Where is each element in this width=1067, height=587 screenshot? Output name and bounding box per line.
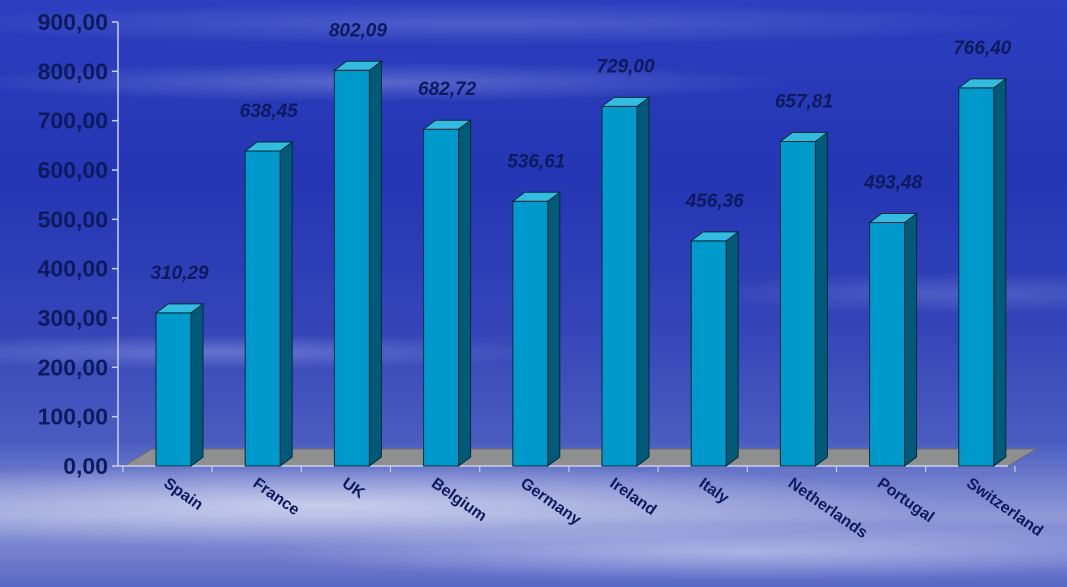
bar-side bbox=[547, 191, 561, 467]
bar-side bbox=[190, 302, 204, 467]
bar-front bbox=[601, 105, 638, 467]
bar-front bbox=[244, 150, 281, 467]
y-tick-label: 900,00 bbox=[38, 9, 108, 35]
bar-france bbox=[243, 141, 294, 467]
bar-top bbox=[778, 131, 829, 142]
bar-front bbox=[869, 222, 906, 467]
bar-top bbox=[600, 96, 651, 107]
bar-side bbox=[458, 119, 472, 467]
x-tick-label: UK bbox=[339, 475, 368, 502]
bar-front bbox=[512, 200, 549, 467]
bar-front bbox=[155, 312, 192, 467]
bar-side bbox=[993, 77, 1007, 467]
bar-switzerland bbox=[957, 77, 1008, 467]
y-tick-label: 400,00 bbox=[38, 256, 108, 282]
bar-top bbox=[689, 231, 740, 242]
data-label: 729,00 bbox=[596, 56, 655, 77]
data-labels: 310,29 638,45 802,09 682,72 536,61 729,00 456,… bbox=[150, 20, 1011, 284]
bar-side bbox=[636, 96, 650, 467]
y-tick-label: 500,00 bbox=[38, 206, 108, 232]
y-tick-label: 0,00 bbox=[63, 453, 108, 479]
bar-side bbox=[814, 131, 828, 467]
data-label: 456,36 bbox=[685, 191, 745, 212]
bar-portugal bbox=[868, 212, 919, 467]
bar-side bbox=[725, 230, 739, 467]
bar-belgium bbox=[422, 119, 473, 467]
bar-top bbox=[868, 213, 919, 224]
bar-netherlands bbox=[778, 131, 829, 467]
x-tick-label: Germany bbox=[517, 475, 584, 529]
bar-italy bbox=[689, 230, 740, 467]
y-tick-label: 200,00 bbox=[38, 354, 108, 380]
bar-top bbox=[243, 141, 294, 152]
y-tick-label: 100,00 bbox=[38, 404, 108, 430]
bars bbox=[154, 60, 1008, 467]
bar-uk bbox=[332, 60, 383, 467]
bar-ireland bbox=[600, 96, 651, 467]
x-tick-label: Belgium bbox=[428, 475, 489, 525]
bar-top bbox=[422, 119, 473, 130]
x-tick-label: Spain bbox=[160, 475, 205, 514]
bar-side bbox=[904, 212, 918, 467]
y-tick-label: 800,00 bbox=[38, 58, 108, 84]
x-axis-labels: Spain France UK Belgium Germany Ireland Italy N… bbox=[160, 475, 1045, 542]
data-label: 536,61 bbox=[507, 151, 565, 172]
x-tick-label: Netherlands bbox=[785, 475, 871, 542]
bar-front bbox=[423, 128, 460, 467]
data-label: 682,72 bbox=[418, 79, 477, 100]
x-tick-label: France bbox=[250, 475, 303, 519]
bar-front bbox=[958, 87, 995, 467]
bar-spain bbox=[154, 302, 205, 467]
bar-front bbox=[690, 240, 727, 467]
bar-germany bbox=[511, 191, 562, 467]
data-label: 802,09 bbox=[329, 20, 388, 41]
x-tick-label: Italy bbox=[696, 475, 732, 507]
x-tick-label: Switzerland bbox=[963, 475, 1046, 540]
bar-top bbox=[957, 78, 1008, 89]
y-axis: 0,00 100,00 200,00 300,00 400,00 500,00 600,00… bbox=[38, 9, 1016, 479]
y-tick-label: 300,00 bbox=[38, 305, 108, 331]
y-tick-label: 700,00 bbox=[38, 108, 108, 134]
bar-front bbox=[779, 140, 816, 467]
bar-front bbox=[333, 69, 370, 467]
bar-top bbox=[154, 303, 205, 314]
data-label: 766,40 bbox=[953, 38, 1012, 59]
data-label: 657,81 bbox=[775, 91, 833, 112]
data-label: 310,29 bbox=[150, 263, 209, 284]
bar-side bbox=[368, 60, 382, 467]
x-tick-label: Ireland bbox=[606, 475, 659, 519]
data-label: 493,48 bbox=[863, 173, 923, 194]
bar-top bbox=[511, 191, 562, 202]
bar-top bbox=[332, 60, 383, 71]
bar-side bbox=[279, 141, 293, 467]
x-tick-label: Portugal bbox=[874, 475, 937, 526]
data-label: 638,45 bbox=[240, 101, 299, 122]
y-tick-label: 600,00 bbox=[38, 157, 108, 183]
